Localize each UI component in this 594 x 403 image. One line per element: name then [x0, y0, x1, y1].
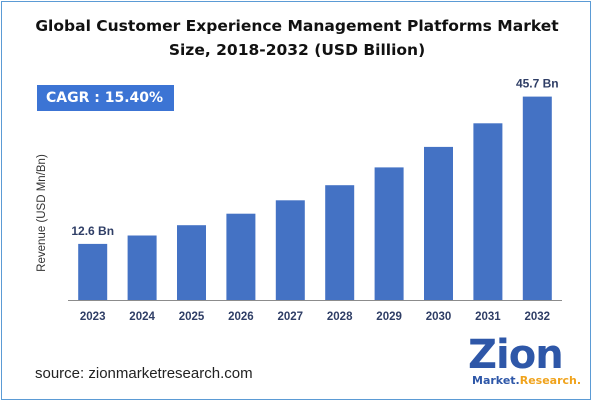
x-tick-label-2025: 2025	[179, 311, 205, 323]
bar-2023	[78, 243, 108, 300]
x-tick-label-2032: 2032	[525, 311, 551, 323]
bar-2024	[127, 235, 157, 300]
x-tick-label-2031: 2031	[475, 311, 501, 323]
chart-title: Global Customer Experience Management Pl…	[0, 14, 594, 62]
source-text: source: zionmarketresearch.com	[35, 365, 253, 382]
bar-2029	[374, 167, 404, 300]
bar-2032	[522, 96, 552, 300]
x-tick-label-2029: 2029	[376, 311, 402, 323]
bar-2030	[424, 146, 453, 300]
bar-2028	[325, 185, 355, 300]
data-label-2023: 12.6 Bn	[71, 224, 114, 238]
logo-subtitle: Market.Research.	[472, 374, 582, 387]
cagr-badge: CAGR : 15.40%	[37, 85, 174, 111]
bar-2025	[177, 225, 206, 300]
data-label-2032: 45.7 Bn	[516, 77, 559, 91]
bar-2027	[275, 200, 305, 300]
chart-title-line2: Size, 2018-2032 (USD Billion)	[168, 41, 426, 59]
x-tick-label-2026: 2026	[228, 311, 254, 323]
bar-2026	[226, 213, 256, 300]
x-tick-label-2027: 2027	[278, 311, 304, 323]
x-tick-label-2028: 2028	[327, 311, 353, 323]
logo-wordmark: Zion	[468, 332, 564, 378]
zion-logo: Zion Market.Research.	[468, 332, 582, 390]
x-tick-label-2024: 2024	[129, 311, 155, 323]
x-tick-label-2023: 2023	[80, 311, 106, 323]
chart-title-line1: Global Customer Experience Management Pl…	[35, 17, 559, 35]
x-tick-label-2030: 2030	[426, 311, 452, 323]
bar-2031	[473, 123, 503, 300]
